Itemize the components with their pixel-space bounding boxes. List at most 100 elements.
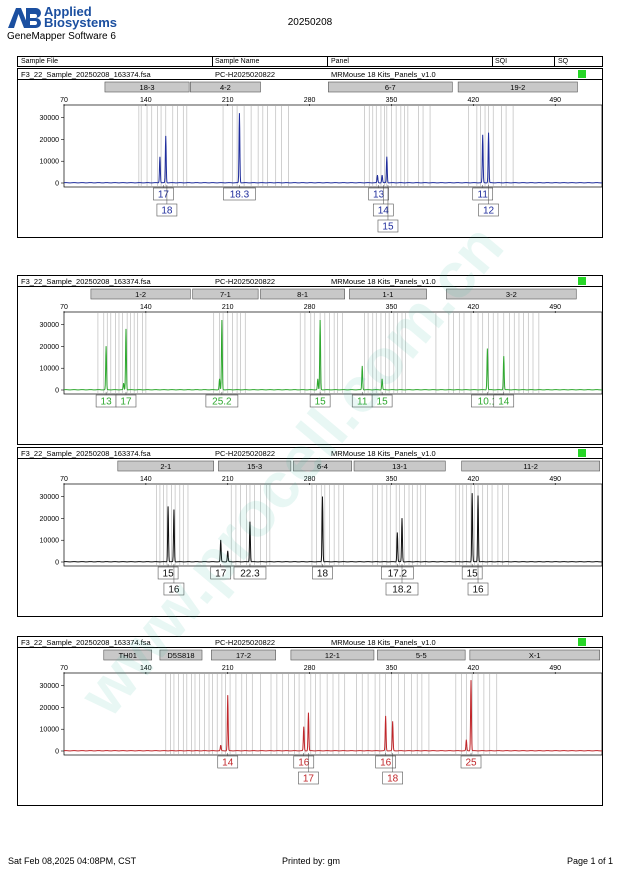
allele-call: 11 <box>472 185 494 201</box>
x-tick-label: 420 <box>468 304 480 311</box>
allele-marker: 12-1 <box>290 649 375 661</box>
allele-call: 15 <box>461 564 483 580</box>
signal-trace <box>63 319 603 391</box>
allele-label: 25.2 <box>212 397 232 408</box>
marker-bar <box>292 460 353 472</box>
allele-box <box>385 582 419 596</box>
report-footer: Sat Feb 08,2025 04:08PM, CST Printed by:… <box>0 856 620 872</box>
allele-label: 13 <box>101 397 113 408</box>
allele-box <box>115 394 137 408</box>
quality-flag-icon <box>578 449 586 457</box>
y-tick-label: 10000 <box>40 727 60 734</box>
x-tick-label: 420 <box>468 476 480 483</box>
y-tick-label: 0 <box>55 560 59 567</box>
allele-call: 18.2 <box>385 564 419 596</box>
marker-label: 18-3 <box>140 83 155 92</box>
marker-label: X-1 <box>529 651 541 660</box>
col-sample-name: Sample Name <box>215 58 260 65</box>
allele-label: 17.2 <box>388 569 408 580</box>
marker-label: 4-2 <box>220 83 231 92</box>
allele-label: 18 <box>161 206 173 217</box>
y-tick-label: 30000 <box>40 494 60 501</box>
allele-marker: 1-1 <box>349 288 427 300</box>
marker-bar <box>377 649 466 661</box>
y-tick-label: 10000 <box>40 159 60 166</box>
allele-call: 14 <box>217 753 239 769</box>
allele-label: 15 <box>467 569 479 580</box>
allele-call: 17 <box>153 185 174 201</box>
electropherogram-panel-black: F3_22_Sample_20250208_163374.fsa PC-H2025… <box>17 447 603 617</box>
allele-box <box>156 203 178 217</box>
quality-flag-icon <box>578 70 586 78</box>
sample-info-row: F3_22_Sample_20250208_163374.fsa PC-H2025… <box>18 637 602 648</box>
x-tick-label: 280 <box>304 97 316 104</box>
y-tick-label: 10000 <box>40 366 60 373</box>
quality-flag-icon <box>578 277 586 285</box>
x-tick-label: 140 <box>140 304 152 311</box>
allele-label: 18.3 <box>230 190 250 201</box>
allele-call: 17 <box>298 753 319 785</box>
allele-marker: TH01 <box>103 649 153 661</box>
allele-marker: 3-2 <box>446 288 577 300</box>
allele-label: 17 <box>215 569 227 580</box>
allele-label: 14 <box>498 397 510 408</box>
marker-label: 12-1 <box>325 651 340 660</box>
allele-marker: 11-2 <box>461 460 600 472</box>
plot-frame <box>63 104 603 188</box>
allele-marker: 1-2 <box>90 288 191 300</box>
allele-box <box>472 187 494 201</box>
marker-label: 11-2 <box>523 462 537 471</box>
sample-file: F3_22_Sample_20250208_163374.fsa <box>21 70 151 79</box>
allele-call: 22.3 <box>233 564 267 580</box>
allele-label: 22.3 <box>240 569 260 580</box>
allele-box <box>205 394 239 408</box>
brand-wordmark: Applied Biosystems <box>44 4 117 29</box>
allele-label: 13 <box>373 190 385 201</box>
allele-call: 13 <box>368 185 389 201</box>
allele-label: 15 <box>377 397 389 408</box>
allele-marker: 7-1 <box>192 288 259 300</box>
electropherogram-plot: 1-2 7-1 8-1 1-1 3-2 70 140 210 280 350 420 490 0 1000… <box>40 288 603 408</box>
plot-frame <box>63 483 603 567</box>
marker-bar <box>290 649 375 661</box>
marker-label: D5S818 <box>167 651 194 660</box>
marker-bar <box>90 288 191 300</box>
sample-sample-name: PC-H2025020822 <box>215 277 276 286</box>
marker-label: 13-1 <box>392 462 407 471</box>
allele-call: 12 <box>478 185 499 217</box>
allele-call: 25.2 <box>205 392 239 408</box>
marker-label: 8-1 <box>297 290 308 299</box>
marker-bar <box>218 460 292 472</box>
marker-bar <box>104 81 190 93</box>
x-tick-label: 70 <box>60 665 68 672</box>
allele-box <box>233 566 267 580</box>
marker-label: 1-1 <box>383 290 394 299</box>
printed-by: Printed by: gm <box>282 856 341 866</box>
table-column-header: Sample File Sample Name Panel SQI SQ <box>17 56 603 67</box>
allele-box <box>493 394 515 408</box>
marker-label: 6-7 <box>385 83 396 92</box>
brand-line-1: Applied <box>44 4 92 19</box>
allele-call: 14 <box>372 185 394 217</box>
allele-label: 16 <box>168 585 180 596</box>
x-tick-label: 210 <box>222 97 234 104</box>
x-tick-label: 350 <box>386 97 398 104</box>
col-sq: SQ <box>558 58 569 65</box>
software-name: GeneMapper Software 6 <box>7 31 116 42</box>
marker-label: 7-1 <box>220 290 231 299</box>
x-tick-label: 490 <box>549 304 561 311</box>
sample-file: F3_22_Sample_20250208_163374.fsa <box>21 277 151 286</box>
marker-bar <box>211 649 276 661</box>
x-tick-label: 210 <box>222 476 234 483</box>
allele-call: 15 <box>157 564 179 580</box>
allele-marker: 15-3 <box>218 460 292 472</box>
electropherogram-plot: 2-1 15-3 6-4 13-1 11-2 70 140 210 280 350 420 490 0 1… <box>40 460 603 596</box>
allele-label: 25 <box>465 758 477 769</box>
x-tick-label: 70 <box>60 97 68 104</box>
x-tick-label: 70 <box>60 304 68 311</box>
col-sqi: SQI <box>495 58 508 65</box>
allele-marker: 5-5 <box>377 649 466 661</box>
allele-box <box>217 755 239 769</box>
x-tick-label: 350 <box>386 665 398 672</box>
allele-call: 16 <box>163 564 185 596</box>
